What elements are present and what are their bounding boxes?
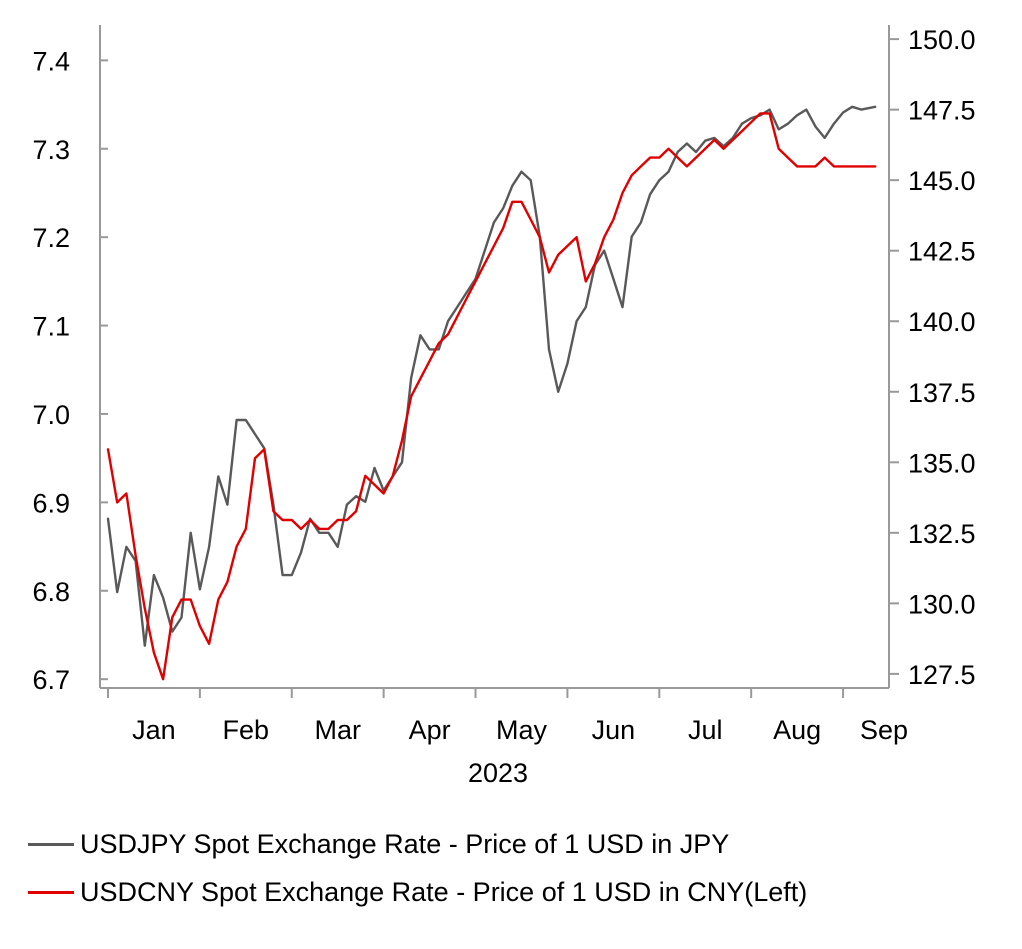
right-tick-label: 147.5 [908, 96, 976, 126]
dual-axis-line-chart: 6.7 6.8 6.9 7.0 7.1 7.2 7.3 7.4 127.5 130.0 132.5… [32, 25, 976, 788]
legend-label-usdcny: USDCNY Spot Exchange Rate - Price of 1 U… [80, 877, 808, 907]
left-tick-label: 6.7 [32, 665, 70, 695]
x-tick-label: Aug [773, 715, 821, 745]
series-line-usdcny [106, 112, 877, 681]
left-tick-label: 7.4 [32, 46, 70, 76]
x-axis-year-label: 2023 [468, 758, 528, 788]
x-tick-label: Apr [409, 715, 451, 745]
left-tick-label: 7.1 [32, 312, 70, 342]
x-tick-label: Jan [132, 715, 176, 745]
legend: USDJPY Spot Exchange Rate - Price of 1 U… [28, 820, 807, 916]
x-tick-label: Jul [688, 715, 723, 745]
right-tick-label: 132.5 [908, 519, 976, 549]
left-tick-label: 7.0 [32, 400, 70, 430]
legend-swatch-usdcny [28, 890, 74, 894]
right-tick-label: 145.0 [908, 166, 976, 196]
right-tick-label: 130.0 [908, 589, 976, 619]
left-tick-label: 6.9 [32, 488, 70, 518]
legend-item-usdcny: USDCNY Spot Exchange Rate - Price of 1 U… [28, 868, 807, 916]
right-tick-label: 135.0 [908, 448, 976, 478]
right-tick-label: 137.5 [908, 378, 976, 408]
right-tick-label: 140.0 [908, 307, 976, 337]
right-axis-ticks: 127.5 130.0 132.5 135.0 137.5 140.0 142.5 145.0… [889, 25, 976, 690]
left-tick-label: 7.3 [32, 135, 70, 165]
x-tick-label: Jun [592, 715, 636, 745]
legend-swatch-usdjpy [28, 842, 74, 846]
x-tick-label: May [496, 715, 548, 745]
left-tick-label: 6.8 [32, 577, 70, 607]
right-tick-label: 142.5 [908, 237, 976, 267]
right-tick-label: 150.0 [908, 25, 976, 55]
right-tick-label: 127.5 [908, 660, 976, 690]
series-layer [106, 105, 877, 681]
left-tick-label: 7.2 [32, 223, 70, 253]
series-line-usdjpy [106, 105, 877, 647]
legend-item-usdjpy: USDJPY Spot Exchange Rate - Price of 1 U… [28, 820, 807, 868]
x-axis-ticks: Jan Feb Mar Apr May Jun Jul Aug Sep [107, 688, 908, 745]
x-tick-label: Mar [314, 715, 361, 745]
legend-label-usdjpy: USDJPY Spot Exchange Rate - Price of 1 U… [80, 829, 730, 859]
left-axis-ticks: 6.7 6.8 6.9 7.0 7.1 7.2 7.3 7.4 [32, 46, 108, 695]
x-tick-label: Feb [223, 715, 270, 745]
plot-frame [99, 25, 890, 689]
x-tick-label: Sep [860, 715, 908, 745]
